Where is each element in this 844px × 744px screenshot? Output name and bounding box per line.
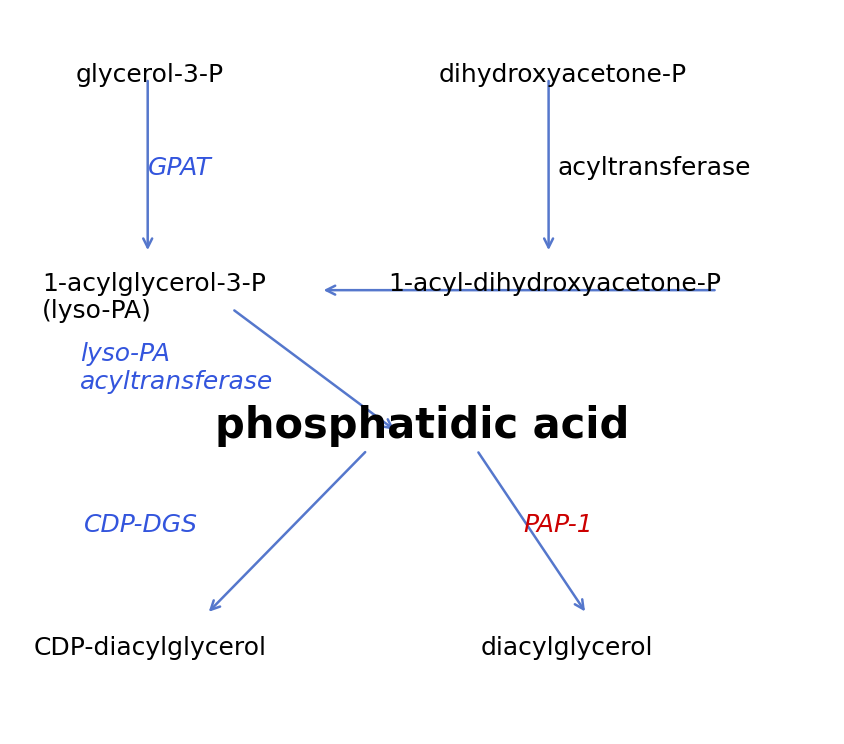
Text: dihydroxyacetone-P: dihydroxyacetone-P xyxy=(439,63,687,87)
Text: 1-acylglycerol-3-P
(lyso-PA): 1-acylglycerol-3-P (lyso-PA) xyxy=(42,272,266,324)
Text: diacylglycerol: diacylglycerol xyxy=(481,636,653,660)
Text: 1-acyl-dihydroxyacetone-P: 1-acyl-dihydroxyacetone-P xyxy=(388,272,722,295)
Text: PAP-1: PAP-1 xyxy=(523,513,592,537)
Text: acyltransferase: acyltransferase xyxy=(557,156,750,180)
Text: GPAT: GPAT xyxy=(148,156,212,180)
Text: glycerol-3-P: glycerol-3-P xyxy=(76,63,225,87)
Text: CDP-diacylglycerol: CDP-diacylglycerol xyxy=(34,636,267,660)
Text: lyso-PA
acyltransferase: lyso-PA acyltransferase xyxy=(80,342,273,394)
Text: CDP-DGS: CDP-DGS xyxy=(84,513,198,537)
Text: phosphatidic acid: phosphatidic acid xyxy=(215,405,629,447)
